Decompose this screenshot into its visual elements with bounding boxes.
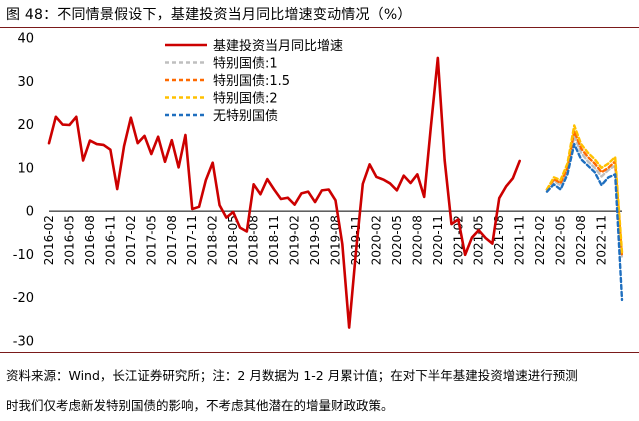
- legend-label: 特别国债:1: [213, 57, 278, 72]
- y-tick-label: 40: [17, 32, 34, 47]
- line-chart: 40 30 20 10 0 -10 -20 -30 2016-02 2016-05 2016-08…: [13, 32, 624, 350]
- x-tick-label: 2021-11: [513, 215, 527, 265]
- x-tick-label: 2021-02: [451, 215, 465, 265]
- legend-label: 基建投资当月同比增速: [213, 38, 343, 54]
- series-line-scenario-2: [545, 124, 624, 254]
- legend-label: 特别国债:1.5: [213, 74, 290, 89]
- x-tick-label: 2018-02: [206, 215, 220, 265]
- x-tick-label: 2016-02: [42, 215, 56, 265]
- x-tick-label: 2018-05: [226, 215, 240, 265]
- x-tick-label: 2017-11: [185, 215, 199, 265]
- x-tick-label: 2020-11: [431, 215, 445, 265]
- series-line-scenario-none: [545, 142, 624, 302]
- x-tick-label: 2022-02: [533, 215, 547, 265]
- x-tick-label: 2016-11: [103, 215, 117, 265]
- bottom-rule: [0, 352, 639, 353]
- x-tick-label: 2019-02: [288, 215, 302, 265]
- y-tick-label: 20: [17, 118, 34, 133]
- y-tick-label: 10: [17, 161, 34, 176]
- series-line-actual: [47, 56, 521, 329]
- legend-label: 无特别国债: [213, 109, 278, 124]
- x-tick-label: 2016-08: [83, 215, 97, 265]
- y-tick-label: 0: [26, 205, 34, 220]
- source-note-line1: 资料来源：Wind，长江证券研究所；注：2 月数据为 1-2 月累计值；在对下半…: [6, 368, 578, 383]
- x-tick-label: 2020-05: [390, 215, 404, 265]
- y-tick-label: -30: [13, 335, 34, 350]
- x-tick-label: 2022-05: [554, 215, 568, 265]
- x-tick-label: 2020-08: [410, 215, 424, 265]
- x-tick-label: 2018-08: [247, 215, 261, 265]
- title-rule: [0, 27, 639, 28]
- series-line-scenario-1-5: [545, 129, 624, 258]
- source-note-line2: 时我们仅考虑新发特别国债的影响，不考虑其他潜在的增量财政政策。: [6, 398, 394, 413]
- series-line-scenario-1: [545, 135, 624, 260]
- y-tick-label: 30: [17, 75, 34, 90]
- y-tick-label: -10: [13, 248, 34, 263]
- x-tick-label: 2018-11: [267, 215, 281, 265]
- figure-title: 图 48：不同情景假设下，基建投资当月同比增速变动情况（%）: [6, 7, 412, 23]
- x-tick-label: 2017-05: [144, 215, 158, 265]
- legend-label: 特别国债:2: [213, 92, 278, 107]
- x-tick-label: 2021-05: [472, 215, 486, 265]
- x-tick-label: 2020-02: [369, 215, 383, 265]
- series-group: [47, 56, 624, 329]
- x-axis-labels: 2016-02 2016-05 2016-08 2016-11 2017-02 2017-…: [42, 215, 609, 265]
- y-tick-label: -20: [13, 291, 34, 306]
- x-tick-label: 2022-08: [574, 215, 588, 265]
- x-tick-label: 2016-05: [62, 215, 76, 265]
- x-tick-label: 2019-08: [329, 215, 343, 265]
- x-tick-label: 2017-08: [165, 215, 179, 265]
- x-tick-label: 2017-02: [124, 215, 138, 265]
- y-axis-labels: 40 30 20 10 0 -10 -20 -30: [13, 32, 34, 350]
- x-tick-label: 2019-05: [308, 215, 322, 265]
- x-tick-label: 2022-11: [595, 215, 609, 265]
